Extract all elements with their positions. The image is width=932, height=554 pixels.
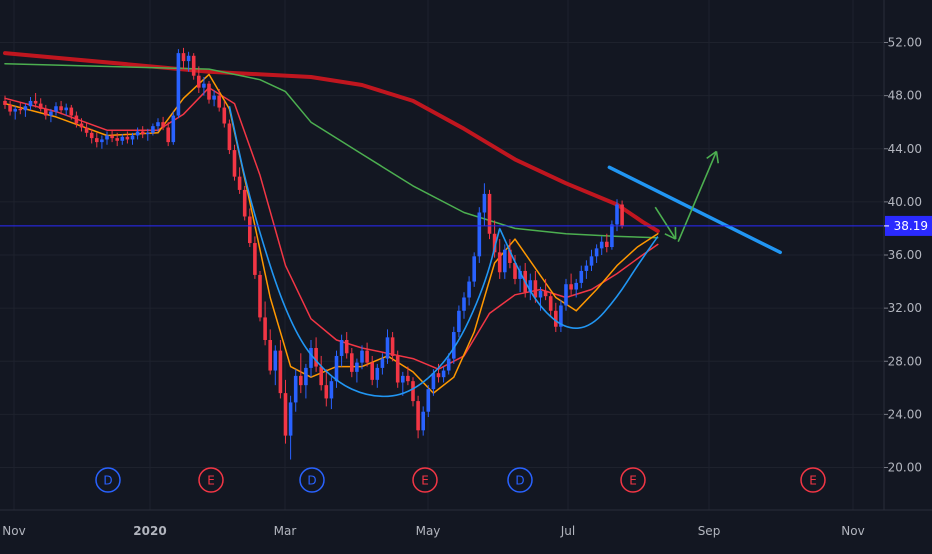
price-tick-label: 40.00 [888, 195, 922, 209]
time-tick-label: Nov [2, 524, 25, 538]
event-marker-label: E [207, 474, 215, 488]
candle [478, 207, 482, 263]
event-marker-label: E [809, 474, 817, 488]
earnings-marker[interactable]: E [413, 468, 437, 492]
dividend-marker[interactable]: D [508, 468, 532, 492]
price-tick-label: 36.00 [888, 248, 922, 262]
time-tick-label: Mar [274, 524, 297, 538]
earnings-marker[interactable]: E [199, 468, 223, 492]
price-tick-label: 44.00 [888, 142, 922, 156]
candle [243, 186, 247, 221]
candle [396, 351, 400, 388]
price-tick-label: 32.00 [888, 301, 922, 315]
price-tick-label: 48.00 [888, 89, 922, 103]
event-marker-label: E [421, 474, 429, 488]
dividend-marker[interactable]: D [96, 468, 120, 492]
price-tick-label: 24.00 [888, 407, 922, 421]
earnings-marker[interactable]: E [801, 468, 825, 492]
time-tick-label: Nov [841, 524, 864, 538]
dividend-marker[interactable]: D [300, 468, 324, 492]
event-marker-label: D [307, 474, 316, 488]
price-axis[interactable]: 52.00 48.00 44.00 40.00 36.00 32.00 28.00 24.00… [884, 36, 922, 475]
candle [258, 271, 262, 321]
event-marker-label: E [629, 474, 637, 488]
candle [620, 201, 624, 229]
time-tick-label: 2020 [133, 524, 166, 538]
candle [192, 53, 196, 80]
candle [172, 112, 176, 145]
current-price-tag: 38.19 [884, 216, 932, 236]
price-tick-label: 20.00 [888, 461, 922, 475]
current-price-label: 38.19 [894, 219, 928, 233]
event-marker-label: D [515, 474, 524, 488]
candle [488, 190, 492, 239]
candle [233, 145, 237, 181]
time-tick-label: May [416, 524, 441, 538]
candle [610, 220, 614, 249]
time-tick-label: Jul [560, 524, 575, 538]
price-tick-label: 28.00 [888, 354, 922, 368]
event-marker-label: D [103, 474, 112, 488]
time-tick-label: Sep [698, 524, 721, 538]
earnings-marker[interactable]: E [621, 468, 645, 492]
candle [177, 49, 181, 118]
candle [228, 120, 232, 155]
price-tick-label: 52.00 [888, 36, 922, 50]
